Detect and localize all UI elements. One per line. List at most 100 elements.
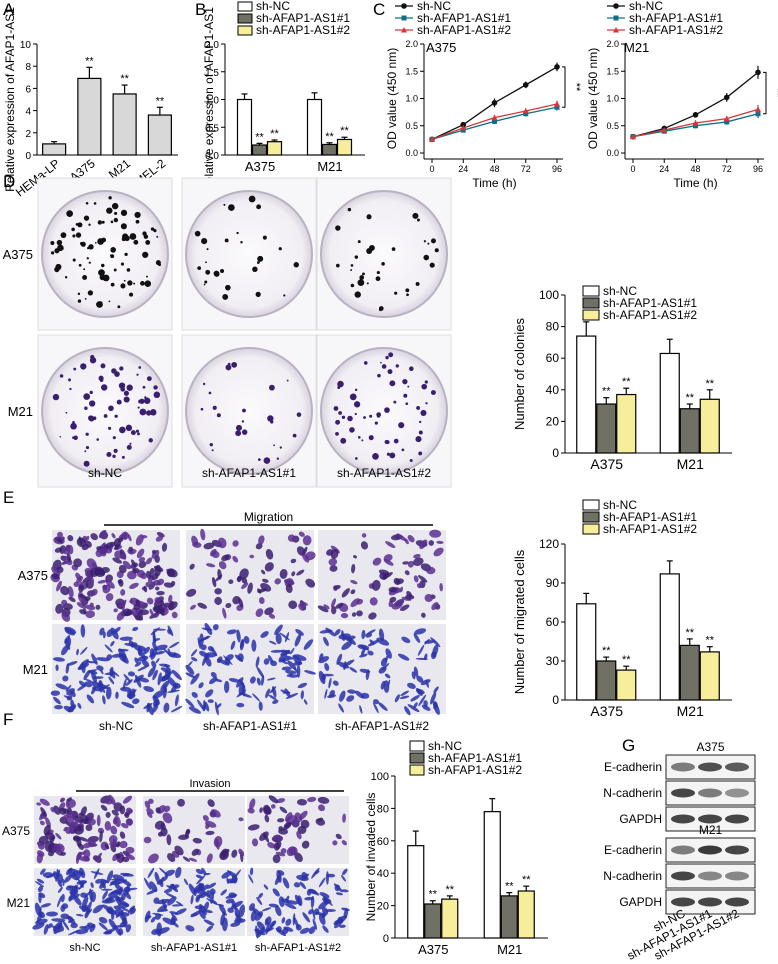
colony-dot (130, 430, 136, 436)
cell (241, 582, 249, 590)
colony-dot (354, 412, 357, 416)
cell (43, 924, 49, 935)
data-point (491, 114, 498, 121)
colony-dot (429, 262, 435, 268)
cell (67, 868, 78, 881)
bar (424, 903, 442, 939)
cell (299, 927, 310, 934)
cell (95, 604, 101, 610)
cell (221, 554, 230, 562)
cell (399, 695, 410, 700)
colony-dot (368, 435, 374, 441)
cell (166, 885, 176, 890)
colony-dot (121, 455, 125, 459)
colony-dot (77, 222, 83, 228)
cell (87, 815, 93, 820)
cell (307, 796, 317, 803)
colony-dot (350, 269, 353, 272)
bar (659, 573, 680, 701)
cell (171, 669, 182, 681)
cell (373, 702, 379, 714)
cell (155, 807, 161, 814)
legend-label: sh-NC (603, 498, 637, 512)
cell (147, 578, 153, 584)
cell (270, 649, 284, 653)
cell (197, 637, 201, 649)
cell (122, 560, 132, 570)
cell (317, 605, 329, 613)
cell (122, 678, 127, 691)
y-tick-label: 40 (377, 868, 389, 880)
cell (378, 702, 388, 711)
cell (256, 928, 260, 936)
cell (149, 608, 154, 616)
cell (75, 928, 89, 935)
colony-dot (262, 235, 267, 240)
cell (104, 644, 113, 653)
colony-dot (202, 382, 206, 386)
blot-band (671, 871, 695, 881)
cell (285, 670, 297, 675)
colony-dot (252, 266, 258, 272)
cell (293, 654, 307, 661)
cell (54, 843, 63, 850)
cell (183, 878, 189, 886)
colony-dot (114, 414, 118, 418)
column-label-3: sh-AFAP1-AS1#2 (335, 719, 429, 733)
cell (108, 794, 116, 806)
colony-dot (114, 211, 118, 215)
cell (191, 535, 199, 546)
colony-dot (223, 203, 226, 206)
colony-dot (427, 242, 430, 245)
cell (256, 677, 261, 686)
colony-dot (89, 357, 97, 364)
cell (118, 899, 130, 907)
cell (185, 925, 195, 932)
cell (157, 904, 168, 913)
significance-label: ** (270, 128, 279, 140)
cell (115, 853, 121, 859)
colony-dot (292, 433, 297, 438)
colony-dot (135, 219, 140, 224)
chart-title: A375 (426, 40, 456, 55)
blot-band (698, 897, 722, 907)
colony-dot (337, 386, 341, 389)
cell (148, 853, 159, 864)
blot-protein-label: GAPDH (619, 812, 662, 826)
y-tick-label: 60 (377, 836, 389, 848)
cell (402, 561, 410, 565)
cell (275, 633, 282, 645)
legend-label: sh-AFAP1-AS1#2 (603, 308, 697, 322)
colony-dot (347, 415, 353, 422)
cell (258, 597, 265, 605)
cell (73, 825, 85, 835)
cell (351, 612, 357, 617)
significance-label: ** (85, 55, 94, 67)
y-axis-label: OD value (450 nm) (586, 48, 600, 149)
cell (232, 555, 239, 563)
data-point (755, 69, 761, 76)
y-tick-label: 2.0 (405, 39, 418, 49)
cell (361, 629, 366, 640)
cell (229, 873, 238, 880)
cell (155, 658, 160, 664)
cell (255, 608, 264, 617)
colony-dot (94, 242, 97, 244)
cell (227, 878, 238, 884)
colony-dot (156, 235, 159, 238)
cell (36, 878, 45, 884)
cell (433, 547, 444, 557)
cell (383, 680, 390, 693)
cell (55, 683, 69, 690)
cell (314, 870, 320, 875)
cell (117, 537, 124, 543)
cell (105, 686, 112, 700)
cell (203, 919, 215, 926)
panel-c-a375-chart: 0.0 0.5 1.0 1.5 2.0 0 24 48 72 96 Time (h) OD value… (385, 0, 582, 190)
cell (190, 649, 198, 657)
cell (201, 627, 213, 631)
colony-dot (110, 282, 115, 287)
cell (133, 674, 144, 683)
colony-dot (144, 397, 151, 404)
cell (205, 689, 214, 698)
